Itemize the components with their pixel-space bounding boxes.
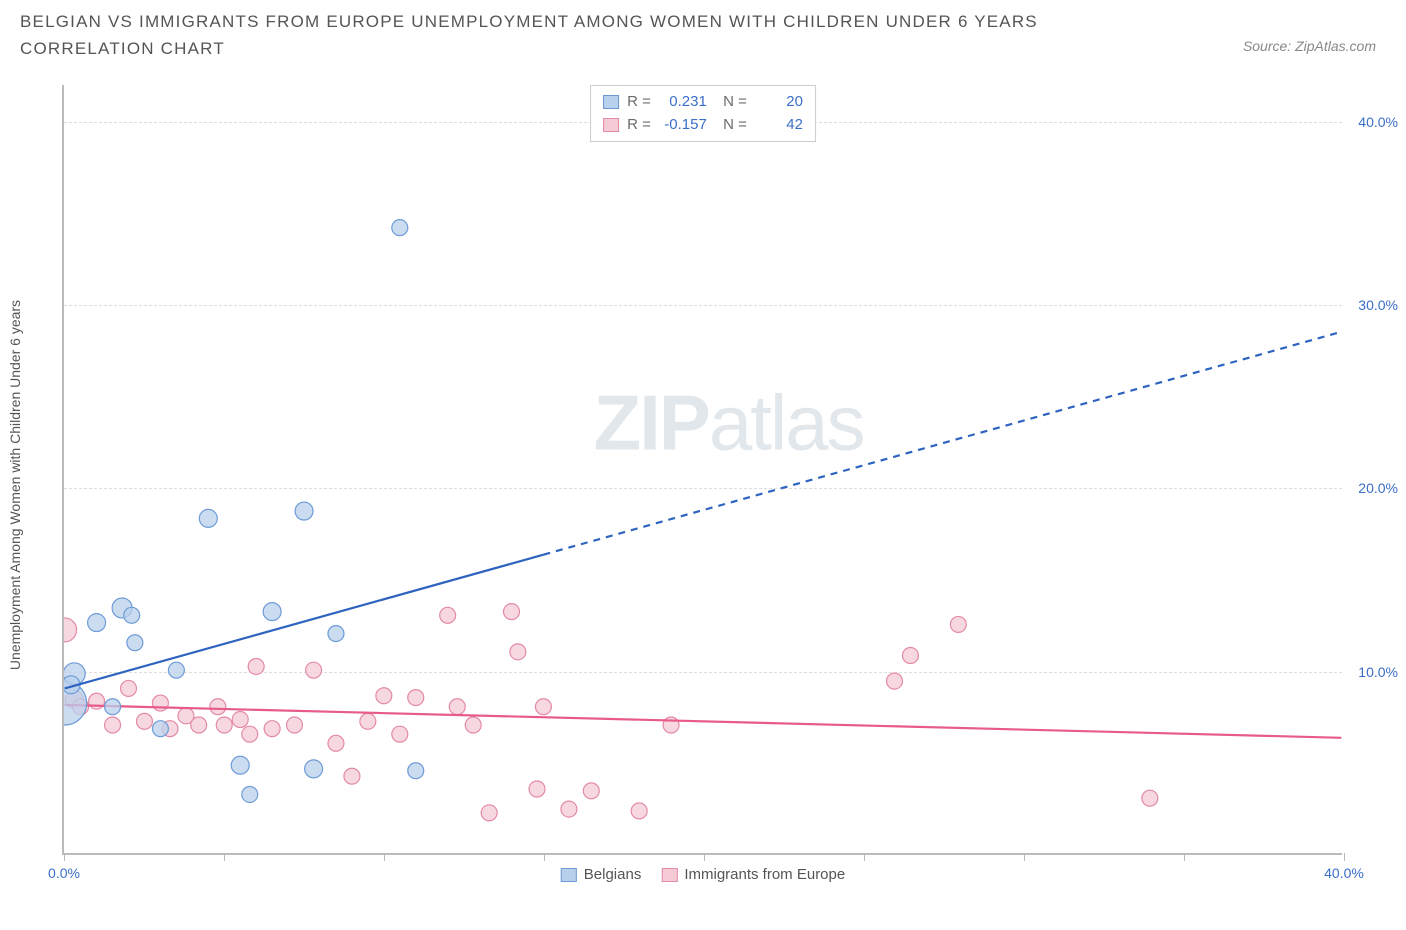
swatch-series-b-bottom <box>661 868 677 882</box>
y-tick-label: 20.0% <box>1358 480 1398 496</box>
data-point <box>136 713 152 729</box>
r-value-a: 0.231 <box>659 91 707 114</box>
data-point <box>216 717 232 733</box>
swatch-series-a-bottom <box>561 868 577 882</box>
trend-line-dashed <box>543 332 1341 555</box>
data-point <box>504 604 520 620</box>
n-label: N = <box>715 114 747 137</box>
data-point <box>306 662 322 678</box>
data-point <box>191 717 207 733</box>
data-point <box>264 721 280 737</box>
data-point <box>88 614 106 632</box>
r-label: R = <box>627 114 651 137</box>
data-point <box>392 220 408 236</box>
data-point <box>887 673 903 689</box>
data-point <box>510 644 526 660</box>
data-point <box>242 787 258 803</box>
x-tick <box>1024 853 1025 861</box>
data-point <box>64 618 77 642</box>
data-point <box>263 603 281 621</box>
data-point <box>152 695 168 711</box>
n-value-a: 20 <box>755 91 803 114</box>
x-tick <box>1344 853 1345 861</box>
x-tick <box>384 853 385 861</box>
data-point <box>1142 790 1158 806</box>
data-point <box>408 690 424 706</box>
x-tick <box>544 853 545 861</box>
data-point <box>344 768 360 784</box>
data-point <box>561 801 577 817</box>
data-point <box>286 717 302 733</box>
data-point <box>449 699 465 715</box>
plot-area: R = 0.231 N = 20 R = -0.157 N = 42 ZIPat… <box>62 85 1342 855</box>
data-point <box>392 726 408 742</box>
data-point <box>481 805 497 821</box>
data-point <box>105 717 121 733</box>
y-axis-label: Unemployment Among Women with Children U… <box>7 300 23 670</box>
data-point <box>328 626 344 642</box>
data-point <box>376 688 392 704</box>
chart-container: Unemployment Among Women with Children U… <box>20 75 1386 895</box>
chart-title: BELGIAN VS IMMIGRANTS FROM EUROPE UNEMPL… <box>20 8 1120 62</box>
x-tick <box>704 853 705 861</box>
x-tick <box>224 853 225 861</box>
y-tick-label: 40.0% <box>1358 114 1398 130</box>
data-point <box>360 713 376 729</box>
data-point <box>232 712 248 728</box>
data-point <box>152 721 168 737</box>
series-legend: Belgians Immigrants from Europe <box>561 866 845 883</box>
data-point <box>950 616 966 632</box>
data-point <box>127 635 143 651</box>
n-label: N = <box>715 91 747 114</box>
x-tick <box>864 853 865 861</box>
data-point <box>121 680 137 696</box>
x-tick <box>1184 853 1185 861</box>
data-point <box>408 763 424 779</box>
data-point <box>535 699 551 715</box>
x-tick <box>64 853 65 861</box>
data-point <box>124 607 140 623</box>
data-point <box>231 756 249 774</box>
x-tick-label: 0.0% <box>48 865 80 881</box>
data-point <box>305 760 323 778</box>
data-point <box>210 699 226 715</box>
data-point <box>168 662 184 678</box>
data-point <box>583 783 599 799</box>
data-point <box>199 509 217 527</box>
source-attribution: Source: ZipAtlas.com <box>1243 38 1376 54</box>
data-point <box>440 607 456 623</box>
swatch-series-a <box>603 95 619 109</box>
data-point <box>465 717 481 733</box>
data-point <box>529 781 545 797</box>
data-point <box>328 735 344 751</box>
data-point <box>295 502 313 520</box>
series-a-label: Belgians <box>584 866 642 883</box>
plot-svg <box>64 85 1342 853</box>
x-tick-label: 40.0% <box>1324 865 1364 881</box>
series-b-label: Immigrants from Europe <box>684 866 845 883</box>
data-point <box>631 803 647 819</box>
y-tick-label: 30.0% <box>1358 297 1398 313</box>
y-tick-label: 10.0% <box>1358 664 1398 680</box>
data-point <box>248 659 264 675</box>
data-point <box>242 726 258 742</box>
data-point <box>902 648 918 664</box>
correlation-legend: R = 0.231 N = 20 R = -0.157 N = 42 <box>590 85 816 142</box>
r-value-b: -0.157 <box>659 114 707 137</box>
data-point <box>105 699 121 715</box>
swatch-series-b <box>603 118 619 132</box>
r-label: R = <box>627 91 651 114</box>
n-value-b: 42 <box>755 114 803 137</box>
